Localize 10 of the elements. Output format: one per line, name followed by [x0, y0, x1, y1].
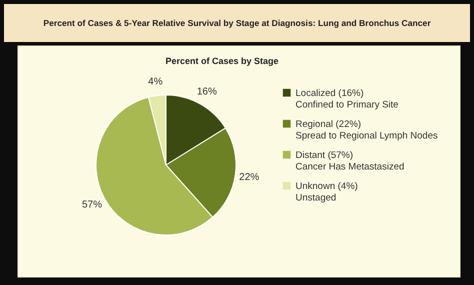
legend-label: Regional (22%) Spread to Regional Lymph Nodes	[296, 118, 438, 142]
chart-subtitle: Percent of Cases by Stage	[165, 56, 279, 66]
data-label: 4%	[148, 76, 163, 88]
data-label: 57%	[82, 200, 102, 211]
data-label: 22%	[239, 172, 260, 183]
legend-label: Localized (16%) Confined to Primary Site	[296, 88, 398, 110]
legend-label: Unknown (4%) Unstaged	[296, 180, 358, 204]
chart-title: Percent of Cases & 5-Year Relative Survival by Stage at Diagnosis: Lung and Bronchus Cancer	[43, 18, 432, 28]
data-label: 16%	[196, 86, 217, 98]
legend-label: Distant (57%) Cancer Has Metastasized	[296, 150, 404, 172]
